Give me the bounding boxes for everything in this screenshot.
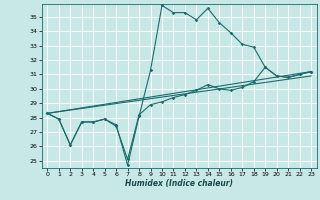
X-axis label: Humidex (Indice chaleur): Humidex (Indice chaleur) — [125, 179, 233, 188]
